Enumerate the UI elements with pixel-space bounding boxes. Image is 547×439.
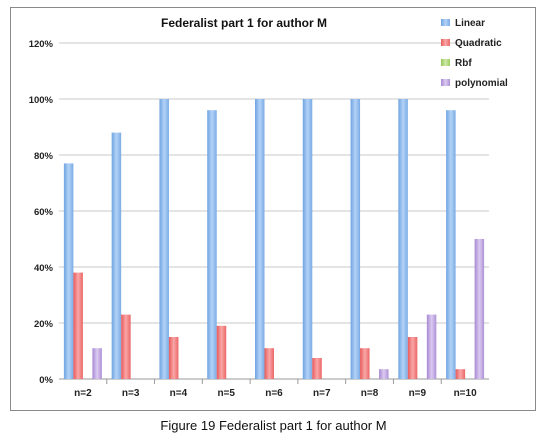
figure-caption: Figure 19 Federalist part 1 for author M <box>160 418 387 433</box>
y-axis: 0% 20% 40% 60% 80% 100% 120% <box>29 39 54 386</box>
bar-linear <box>446 110 456 379</box>
y-tick-label: 40% <box>34 263 54 274</box>
bar-quadratic <box>168 337 179 379</box>
x-tick-label: n=6 <box>265 388 283 399</box>
legend-swatch <box>441 59 450 66</box>
x-axis: n=2 n=3 n=4 n=5 n=6 n=7 n=8 n=9 n=10 <box>74 379 477 399</box>
bar-quadratic <box>312 358 322 379</box>
bar-linear <box>63 163 74 379</box>
bar-polynomial <box>426 314 437 379</box>
x-tick-label: n=4 <box>170 388 188 399</box>
bar-linear <box>207 110 217 379</box>
bar-quadratic <box>216 325 227 379</box>
x-tick-label: n=8 <box>361 388 379 399</box>
bar-quadratic <box>455 369 466 379</box>
bar-quadratic <box>73 272 83 379</box>
bar-linear <box>302 99 313 379</box>
y-tick-label: 60% <box>34 207 54 218</box>
legend-label: Rbf <box>455 58 472 69</box>
x-tick-label: n=5 <box>217 388 235 399</box>
y-tick-label: 100% <box>29 95 54 106</box>
bar-quadratic <box>264 348 274 379</box>
y-tick-label: 0% <box>39 375 53 386</box>
legend: Linear Quadratic Rbf polynomial <box>441 18 508 89</box>
x-tick-label: n=10 <box>454 388 478 399</box>
legend-label: polynomial <box>455 78 508 89</box>
bar-quadratic <box>121 314 131 379</box>
bar-quadratic <box>360 348 370 379</box>
legend-swatch <box>441 39 450 46</box>
bar-linear <box>255 99 265 379</box>
gridlines <box>59 42 489 380</box>
bar-linear <box>111 132 122 379</box>
bar-linear <box>350 99 361 379</box>
bar-linear <box>398 99 408 379</box>
bar-chart: Federalist part 1 for author M 0% 20% 40% 6… <box>29 16 508 399</box>
bar-linear <box>159 99 169 379</box>
x-tick-label: n=3 <box>122 388 140 399</box>
legend-swatch <box>441 79 450 86</box>
bars <box>63 99 485 379</box>
legend-label: Quadratic <box>455 38 502 49</box>
legend-swatch <box>441 19 450 26</box>
y-tick-label: 120% <box>29 39 54 50</box>
chart-title: Federalist part 1 for author M <box>161 16 327 30</box>
bar-polynomial <box>379 369 389 379</box>
y-tick-label: 20% <box>34 319 54 330</box>
x-tick-label: n=9 <box>409 388 427 399</box>
y-tick-label: 80% <box>34 151 54 162</box>
x-tick-label: n=2 <box>74 388 92 399</box>
legend-label: Linear <box>455 18 485 29</box>
bar-polynomial <box>474 239 485 379</box>
bar-quadratic <box>407 337 418 379</box>
x-tick-label: n=7 <box>313 388 331 399</box>
chart-frame: Federalist part 1 for author M 0% 20% 40% 6… <box>10 7 536 411</box>
bar-polynomial <box>92 348 102 379</box>
